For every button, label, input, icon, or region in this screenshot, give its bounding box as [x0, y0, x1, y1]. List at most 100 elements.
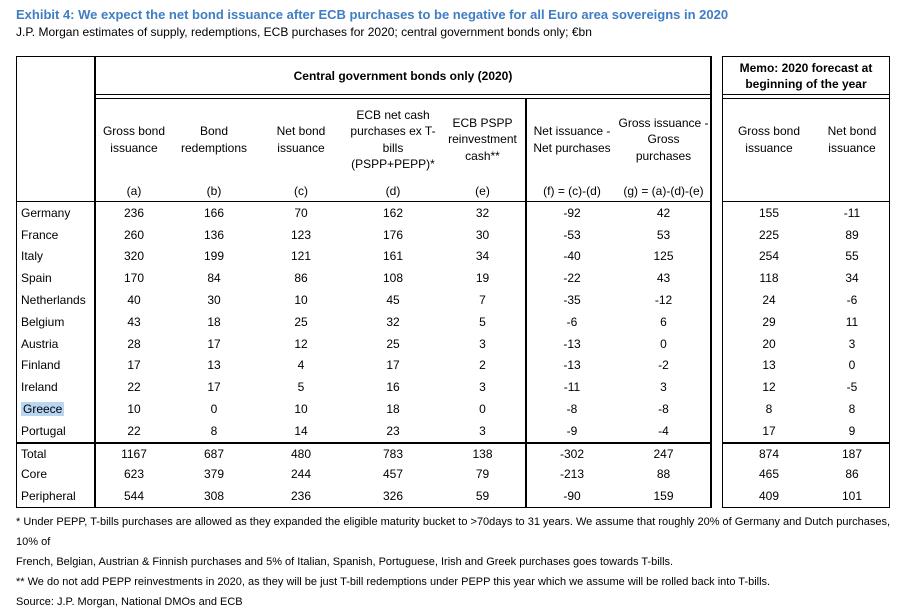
column-header: Gross bond issuance (a): [96, 98, 172, 202]
data-cell: 244: [256, 463, 346, 486]
column-code: (b): [206, 184, 222, 198]
data-cell: 1167: [96, 441, 172, 464]
row-label: Total: [17, 441, 96, 464]
memo-data-cell: -11: [815, 202, 889, 224]
row-label-text: Core: [21, 467, 48, 482]
memo-column-code: [723, 180, 815, 201]
memo-data-cell: 17: [723, 419, 815, 442]
row-label: Portugal: [17, 419, 96, 442]
data-cell: 138: [440, 441, 525, 464]
column-header-label: ECB PSPP reinvestment cash**: [448, 115, 517, 163]
data-cell: 162: [346, 202, 440, 224]
data-cell: -4: [617, 419, 710, 442]
data-cell: 125: [617, 245, 710, 268]
row-label: Spain: [17, 267, 96, 290]
memo-data-cell: 101: [815, 485, 889, 507]
data-cell: 42: [617, 202, 710, 224]
data-cell: 379: [172, 463, 256, 486]
column-header: ECB PSPP reinvestment cash** (e): [440, 98, 525, 202]
data-cell: 17: [172, 376, 256, 399]
data-cell: 2: [440, 354, 525, 377]
memo-data-cell: 409: [723, 485, 815, 507]
data-cell: 123: [256, 223, 346, 246]
column-code: (g) = (a)-(d)-(e): [623, 184, 704, 198]
data-cell: 84: [172, 267, 256, 290]
memo-data-cell: 13: [723, 354, 815, 377]
memo-data-cell: 225: [723, 223, 815, 246]
data-cell: 18: [172, 310, 256, 333]
data-cell: 3: [440, 332, 525, 355]
data-cell: 480: [256, 441, 346, 464]
data-cell: 25: [346, 332, 440, 355]
memo-column-header: Net bond issuance: [815, 98, 889, 202]
data-cell: 326: [346, 485, 440, 507]
footnote-1: * Under PEPP, T-bills purchases are allo…: [16, 516, 891, 568]
exhibit-subtitle: J.P. Morgan estimates of supply, redempt…: [16, 25, 592, 39]
column-code: (c): [294, 184, 308, 198]
row-label-text: Italy: [21, 249, 44, 264]
data-cell: 3: [617, 376, 710, 399]
data-cell: 3: [440, 376, 525, 399]
row-label-text: Belgium: [21, 314, 65, 329]
footnotes: * Under PEPP, T-bills purchases are allo…: [16, 512, 892, 612]
row-label-text: France: [21, 227, 59, 242]
data-cell: 3: [440, 419, 525, 442]
data-cell: 30: [440, 223, 525, 246]
data-cell: 17: [346, 354, 440, 377]
data-cell: 16: [346, 376, 440, 399]
data-cell: -13: [525, 354, 617, 377]
data-cell: 88: [617, 463, 710, 486]
data-cell: 34: [440, 245, 525, 268]
data-cell: 40: [96, 289, 172, 311]
data-cell: 30: [172, 289, 256, 311]
data-cell: 159: [617, 485, 710, 507]
row-label: France: [17, 223, 96, 246]
column-header: Net bond issuance (c): [256, 98, 346, 202]
data-cell: -6: [525, 310, 617, 333]
row-label-header-cell: [17, 57, 96, 202]
data-cell: -8: [617, 398, 710, 420]
data-cell: 6: [617, 310, 710, 333]
data-cell: 308: [172, 485, 256, 507]
memo-data-cell: 3: [815, 332, 889, 355]
column-header-label: Gross issuance - Gross purchases: [618, 115, 709, 163]
data-cell: 176: [346, 223, 440, 246]
data-cell: 45: [346, 289, 440, 311]
column-header: Net issuance - Net purchases (f) = (c)-(d…: [525, 98, 617, 202]
memo-column-code: [815, 180, 889, 201]
memo-data-cell: 20: [723, 332, 815, 355]
data-cell: -12: [617, 289, 710, 311]
data-cell: 22: [96, 419, 172, 442]
column-code: (f) = (c)-(d): [543, 184, 601, 198]
data-cell: 14: [256, 419, 346, 442]
data-cell: 161: [346, 245, 440, 268]
highlighted-row-label-text: Greece: [21, 402, 65, 417]
data-cell: -2: [617, 354, 710, 377]
data-cell: 28: [96, 332, 172, 355]
column-header-label: Net issuance - Net purchases: [533, 124, 611, 155]
data-cell: -40: [525, 245, 617, 268]
data-cell: 22: [96, 376, 172, 399]
row-label-text: Peripheral: [21, 488, 76, 503]
data-cell: -35: [525, 289, 617, 311]
column-header: ECB net cash purchases ex T- bills (PSPP…: [346, 98, 440, 202]
data-cell: 136: [172, 223, 256, 246]
data-cell: 53: [617, 223, 710, 246]
memo-data-cell: 9: [815, 419, 889, 442]
memo-table: Memo: 2020 forecast at beginning of the …: [722, 56, 890, 508]
memo-data-cell: 0: [815, 354, 889, 377]
memo-column-header-label: Net bond issuance: [827, 124, 877, 155]
memo-data-cell: 254: [723, 245, 815, 268]
data-cell: 17: [172, 332, 256, 355]
column-header-label: Net bond issuance: [276, 124, 326, 155]
memo-data-cell: -6: [815, 289, 889, 311]
memo-data-cell: 8: [723, 398, 815, 420]
row-label: Core: [17, 463, 96, 486]
data-cell: -11: [525, 376, 617, 399]
memo-data-cell: 11: [815, 310, 889, 333]
data-cell: 0: [172, 398, 256, 420]
data-cell: 32: [440, 202, 525, 224]
data-cell: -8: [525, 398, 617, 420]
data-cell: -13: [525, 332, 617, 355]
data-cell: 457: [346, 463, 440, 486]
